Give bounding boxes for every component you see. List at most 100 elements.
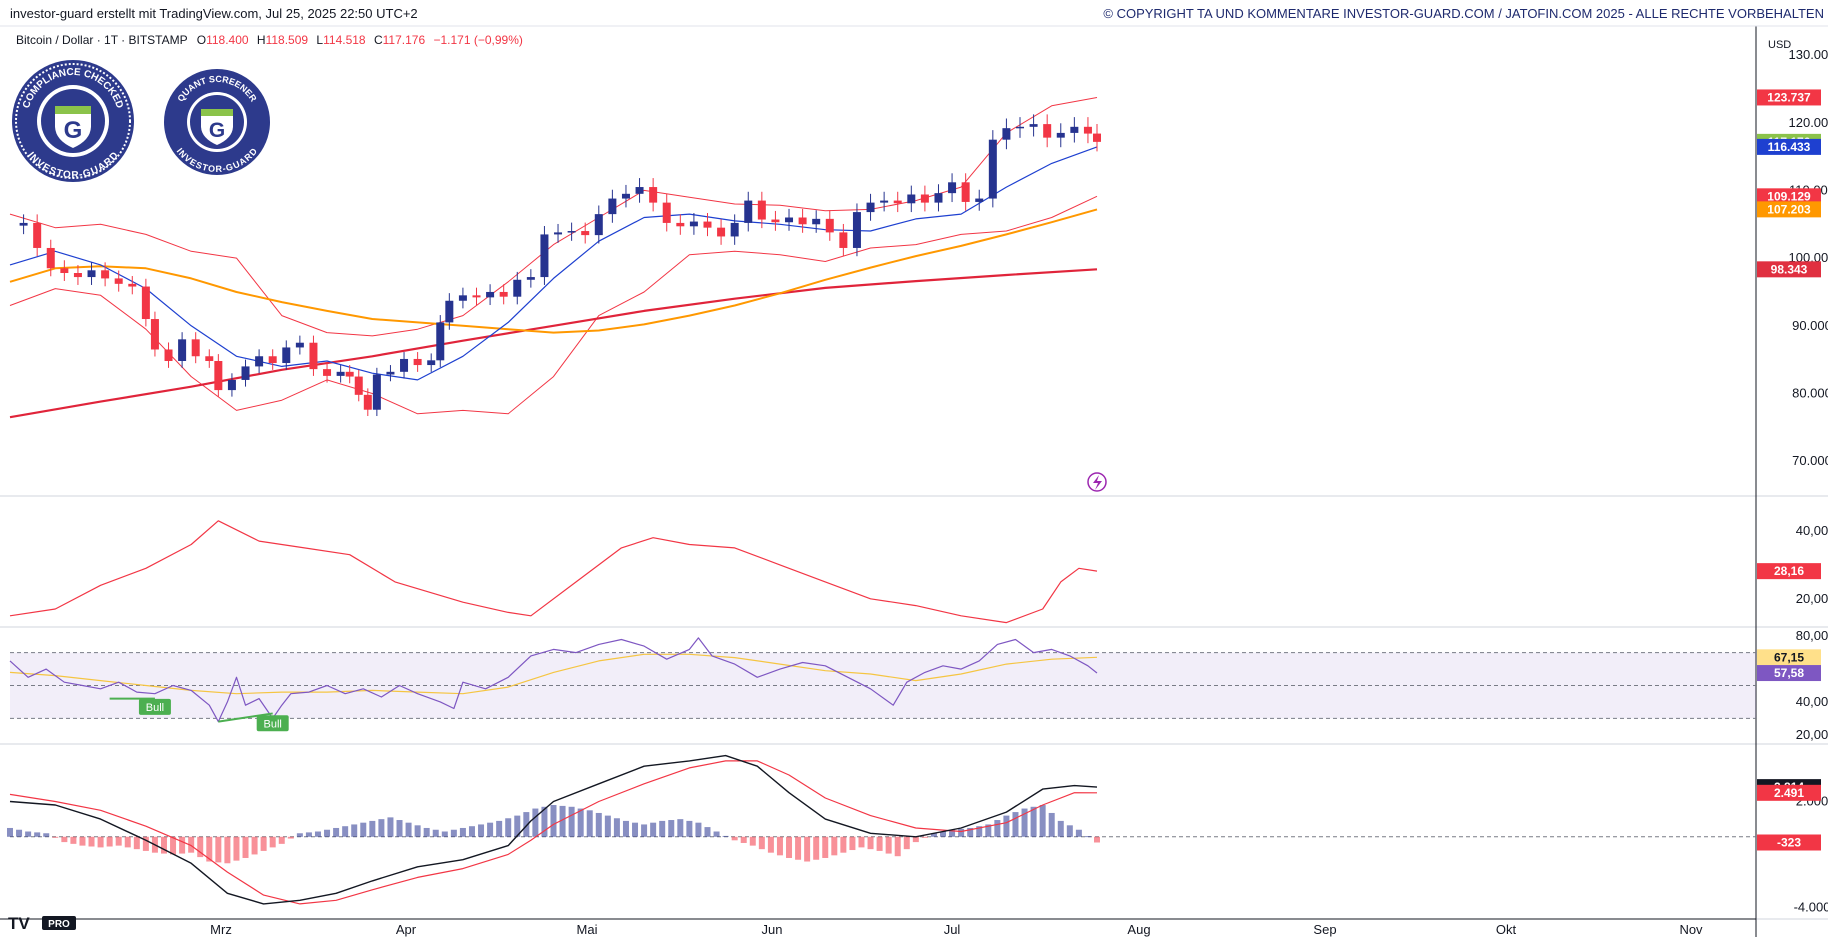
rsi-panel[interactable]: Bull Bull [9, 637, 1756, 732]
candle-body [114, 278, 123, 284]
macd-histogram-bar [786, 836, 793, 858]
candle-body [372, 374, 381, 410]
macd-histogram-bar [686, 820, 693, 837]
candle-body [1029, 124, 1038, 127]
close-label: C [373, 33, 383, 47]
badge-letter: G [64, 117, 83, 144]
macd-histogram-bar [106, 836, 113, 847]
macd-histogram-bar [740, 836, 747, 843]
macd-histogram-bar [25, 831, 32, 837]
price-tag-bg [1757, 138, 1821, 155]
candle-body [934, 193, 943, 203]
macd-histogram-bar [405, 822, 412, 837]
candle-body [798, 217, 807, 225]
macd-histogram-bar [958, 828, 965, 837]
macd-histogram-bar [396, 820, 403, 837]
bollinger-lower-line [9, 195, 1098, 415]
macd-histogram-bar [650, 822, 657, 837]
candle-body [839, 232, 848, 248]
macd-histogram-bar [586, 810, 593, 837]
macd-histogram-bar [115, 836, 122, 846]
adx-panel[interactable] [9, 520, 1098, 624]
bollinger-upper-line [9, 97, 1098, 337]
tv-logo-text: TV [8, 914, 30, 932]
macd-histogram-bar [61, 836, 68, 843]
macd-histogram-bar [160, 836, 167, 854]
change-value: −1.171 (−0,99%) [433, 33, 523, 47]
macd-histogram-bar [1094, 836, 1100, 843]
macd-histogram-bar [568, 806, 575, 837]
macd-histogram-bar [333, 827, 340, 837]
macd-histogram-bar [342, 826, 349, 837]
macd-histogram-bar [541, 806, 548, 837]
x-tick-label: Jul [944, 922, 961, 937]
macd-histogram-bar [550, 805, 557, 837]
low-label: L [316, 33, 324, 47]
candle-body [255, 356, 264, 367]
symbol-legend[interactable]: Bitcoin / Dollar · 1T · BITSTAMP O118.40… [16, 33, 528, 47]
price-axis[interactable]: USD130.000120.000110.000100.00090.00080.… [1757, 39, 1828, 914]
rsi-value-tag: 57,58 [1774, 666, 1804, 680]
y-tick-label: 40,00 [1796, 523, 1828, 538]
price-tag: 109.129 [1767, 189, 1811, 203]
candle-body [19, 222, 28, 226]
candle-body [309, 342, 318, 370]
macd-histogram-bar [360, 822, 367, 837]
macd-histogram-bar [722, 835, 729, 837]
copyright-text: © COPYRIGHT TA UND KOMMENTARE INVESTOR-G… [1103, 6, 1824, 21]
y-tick-label: 80.000 [1792, 385, 1828, 400]
macd-histogram-bar [577, 808, 584, 837]
macd-histogram-bar [595, 812, 602, 837]
macd-histogram-bar [849, 836, 856, 851]
candle-body [141, 286, 150, 320]
macd-histogram-bar [731, 836, 738, 841]
macd-histogram-bar [16, 829, 23, 837]
tradingview-logo[interactable]: TV PRO [8, 914, 78, 932]
candle-body [907, 194, 916, 204]
macd-line [9, 754, 1098, 905]
y-tick-label: 20,00 [1796, 727, 1828, 742]
macd-histogram-bar [296, 833, 303, 837]
macd-histogram-bar [668, 820, 675, 837]
macd-histogram-bar [305, 832, 312, 837]
candle-body [363, 394, 372, 410]
macd-histogram-bar [314, 831, 321, 837]
adx-value-tag-bg [1757, 563, 1821, 580]
bull-divergence-line [218, 712, 273, 723]
rsi-value-tag-bg [1757, 649, 1821, 666]
candle-body [852, 212, 861, 248]
price-tag: 107.203 [1767, 202, 1811, 216]
adx-line [9, 520, 1098, 624]
macd-value-tag: -323 [1777, 835, 1801, 849]
macd-histogram-bar [514, 815, 521, 837]
y-tick-label: 80,00 [1796, 628, 1828, 643]
macd-histogram-bar [1039, 805, 1046, 837]
candle-body [988, 139, 997, 199]
rsi-line [9, 637, 1098, 723]
candle-body [323, 369, 332, 376]
macd-histogram-bar [894, 836, 901, 857]
x-tick-label: Mrz [210, 922, 232, 937]
candle-body [594, 214, 603, 236]
macd-histogram-bar [450, 829, 457, 837]
candle-body [227, 379, 236, 391]
candle-body [554, 232, 563, 235]
price-tag-bg [1757, 188, 1821, 205]
candle-body [499, 291, 508, 297]
symbol-name[interactable]: Bitcoin / Dollar · 1T · BITSTAMP [16, 33, 188, 47]
candle-body [150, 319, 159, 350]
macd-histogram-bar [867, 836, 874, 850]
macd-histogram-bar [1075, 829, 1082, 837]
currency-label[interactable]: USD [1768, 39, 1791, 51]
y-tick-label: 130.000 [1789, 47, 1828, 62]
candle-body [205, 356, 214, 361]
lightning-icon[interactable] [1087, 472, 1107, 492]
time-axis[interactable]: Mrz Apr Mai Jun Jul Aug Sep Okt Nov [0, 918, 1756, 937]
price-panel[interactable] [9, 97, 1101, 419]
x-tick-label: Apr [396, 922, 417, 937]
candle-body [1083, 126, 1092, 134]
macd-panel[interactable] [7, 754, 1756, 905]
candle-body [472, 295, 481, 298]
y-tick-label: 120.000 [1789, 115, 1828, 130]
